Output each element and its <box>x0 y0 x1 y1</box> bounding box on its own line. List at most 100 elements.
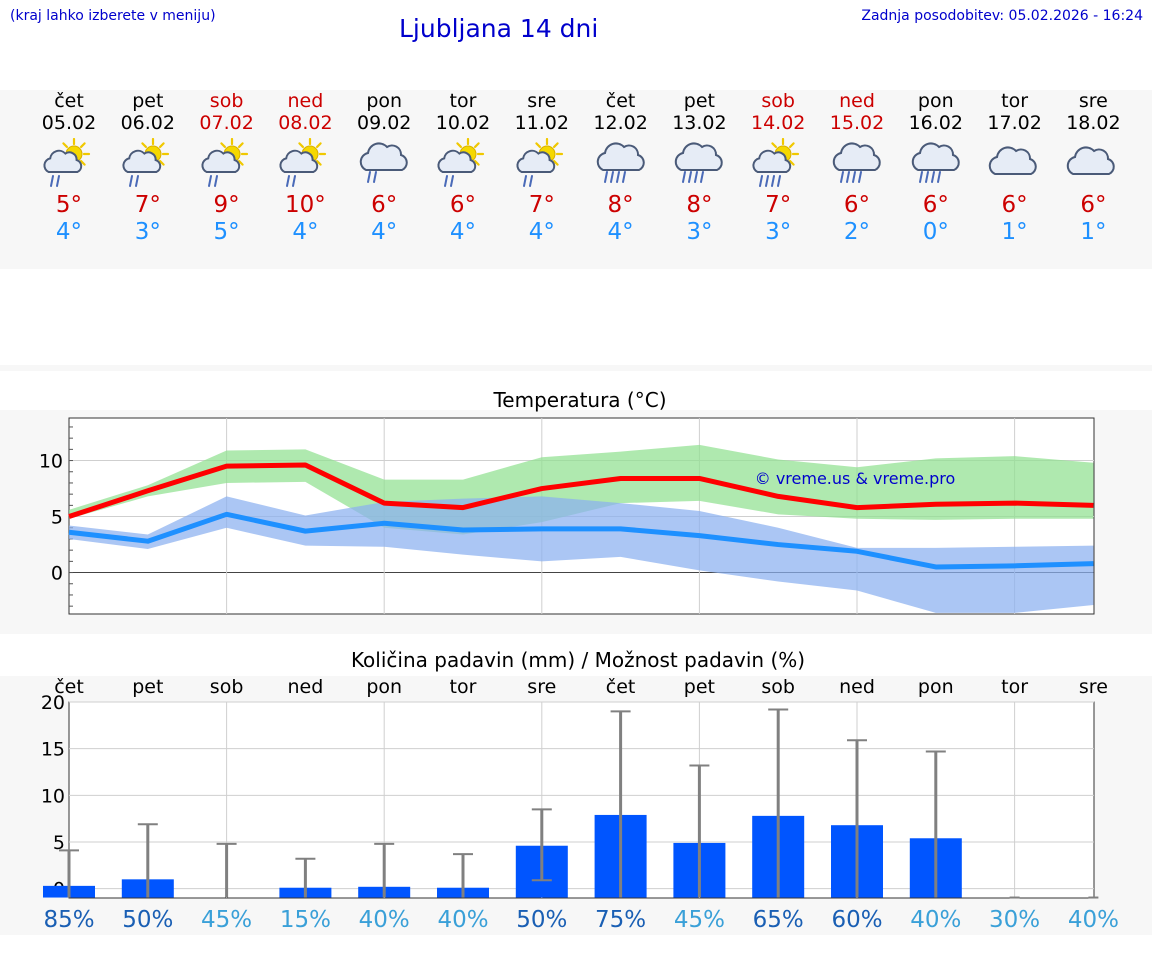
day-date: 13.02 <box>672 112 727 134</box>
weekday-label: ned <box>839 676 875 698</box>
temperature-chart: 0 5 10 © vreme.us & vreme.pro <box>39 417 1095 615</box>
precipitation-probability: 50% <box>516 907 567 933</box>
weekday-label: pon <box>918 676 954 698</box>
max-temperature: 6° <box>922 192 949 218</box>
day-column: tor 17.02 6° 1° <box>976 90 1054 246</box>
y-tick-label: 15 <box>41 739 65 761</box>
min-temperature: 4° <box>292 219 319 245</box>
sun-cloud-rain-icon <box>39 137 99 190</box>
day-name: ned <box>839 90 875 112</box>
precipitation-range <box>610 710 631 898</box>
day-date: 16.02 <box>908 112 963 134</box>
max-temperature: 8° <box>686 192 713 218</box>
max-temperature: 9° <box>213 192 240 218</box>
min-temperature: 0° <box>922 219 949 245</box>
max-temperature-line <box>68 462 1094 519</box>
y-tick-label: 5 <box>53 832 65 854</box>
min-temperature: 4° <box>371 219 398 245</box>
day-name: sob <box>761 90 795 112</box>
day-column: sob 14.02 7° 3° <box>739 90 817 246</box>
min-temperature: 4° <box>449 219 477 245</box>
day-name: pon <box>917 90 954 112</box>
day-name: sre <box>527 90 557 112</box>
daily-forecast-panel <box>0 90 1152 269</box>
cloud-heavy-rain-icon <box>906 138 966 190</box>
max-temperature: 6° <box>1080 192 1107 218</box>
min-temperature: 4° <box>607 219 634 245</box>
sun-cloud-heavy-rain-icon <box>748 137 808 190</box>
min-temperature: 1° <box>1001 219 1028 245</box>
max-temperature: 7° <box>134 192 161 218</box>
day-date: 10.02 <box>435 112 491 134</box>
day-name: tor <box>449 90 477 112</box>
precipitation-range <box>847 739 867 898</box>
precipitation-probability: 15% <box>280 907 331 933</box>
precipitation-probability: 75% <box>595 907 646 933</box>
cloud-heavy-rain-icon <box>591 138 651 190</box>
day-date: 09.02 <box>356 112 412 134</box>
precipitation-range <box>768 708 789 898</box>
day-date: 07.02 <box>199 112 254 134</box>
precipitation-probability: 40% <box>359 907 410 933</box>
precipitation-range <box>137 823 158 898</box>
max-temperature: 6° <box>449 192 477 218</box>
precipitation-probability: 50% <box>122 907 173 933</box>
day-column: sre 11.02 7° 4° <box>503 90 581 246</box>
sun-cloud-rain-icon <box>433 137 493 190</box>
sun-cloud-rain-icon <box>512 137 572 190</box>
precipitation-range <box>59 849 79 898</box>
weekday-label: ned <box>288 676 324 698</box>
precipitation-probability: 45% <box>674 907 725 933</box>
day-column: ned 15.02 6° 2° <box>818 90 896 246</box>
separator <box>0 365 1152 371</box>
precipitation-range <box>925 750 946 898</box>
min-temperature: 3° <box>686 219 713 245</box>
min-temperature-line <box>68 511 1094 570</box>
min-temperature-range <box>69 496 1094 613</box>
day-name: sob <box>209 90 244 112</box>
day-name: sre <box>1078 90 1108 112</box>
min-temperature: 1° <box>1080 219 1107 245</box>
day-column: ned 08.02 10° 4° <box>266 90 344 246</box>
sun-cloud-rain-icon <box>197 137 257 190</box>
last-update: Zadnja posodobitev: 05.02.2026 - 16:24 <box>861 8 1143 24</box>
min-temperature: 3° <box>134 219 161 245</box>
day-date: 12.02 <box>593 112 648 134</box>
weekday-label: čet <box>54 676 84 698</box>
precipitation-range <box>689 764 710 898</box>
day-date: 05.02 <box>41 112 97 134</box>
day-column: čet 12.02 8° 4° <box>582 90 660 246</box>
cloud-heavy-rain-icon <box>827 138 887 190</box>
watermark: © vreme.us & vreme.pro <box>755 469 956 488</box>
temperature-chart-title: Temperatura (°C) <box>493 388 667 412</box>
weekday-label: tor <box>450 676 477 698</box>
max-temperature: 6° <box>843 192 871 218</box>
day-date: 08.02 <box>278 112 333 134</box>
precipitation-probability: 40% <box>437 907 488 933</box>
y-tick-label: 5 <box>51 507 63 529</box>
day-name: ned <box>287 90 324 112</box>
min-temperature: 5° <box>213 219 240 245</box>
precipitation-chart-title: Količina padavin (mm) / Možnost padavin … <box>350 648 806 672</box>
max-temperature: 6° <box>1001 192 1028 218</box>
day-column: sob 07.02 9° 5° <box>188 90 266 246</box>
max-temperature: 5° <box>55 192 83 218</box>
cloud-icon <box>1063 138 1123 190</box>
day-date: 18.02 <box>1066 112 1121 134</box>
precipitation-probability: 30% <box>989 907 1040 933</box>
min-temperature: 4° <box>528 219 555 245</box>
min-temperature: 2° <box>843 219 871 245</box>
precipitation-range <box>216 842 237 898</box>
precipitation-range <box>295 857 316 898</box>
day-name: čet <box>605 90 636 112</box>
precipitation-probability: 85% <box>43 907 94 933</box>
min-temperature: 3° <box>765 219 792 245</box>
day-name: pon <box>366 90 403 112</box>
weekday-label: pon <box>366 676 402 698</box>
precipitation-range <box>453 853 473 898</box>
y-tick-label: 0 <box>51 563 63 585</box>
day-name: pet <box>132 90 164 112</box>
page-title: Ljubljana 14 dni <box>399 14 599 43</box>
max-temperature-range <box>69 444 1094 535</box>
weekday-label: sob <box>210 676 244 698</box>
